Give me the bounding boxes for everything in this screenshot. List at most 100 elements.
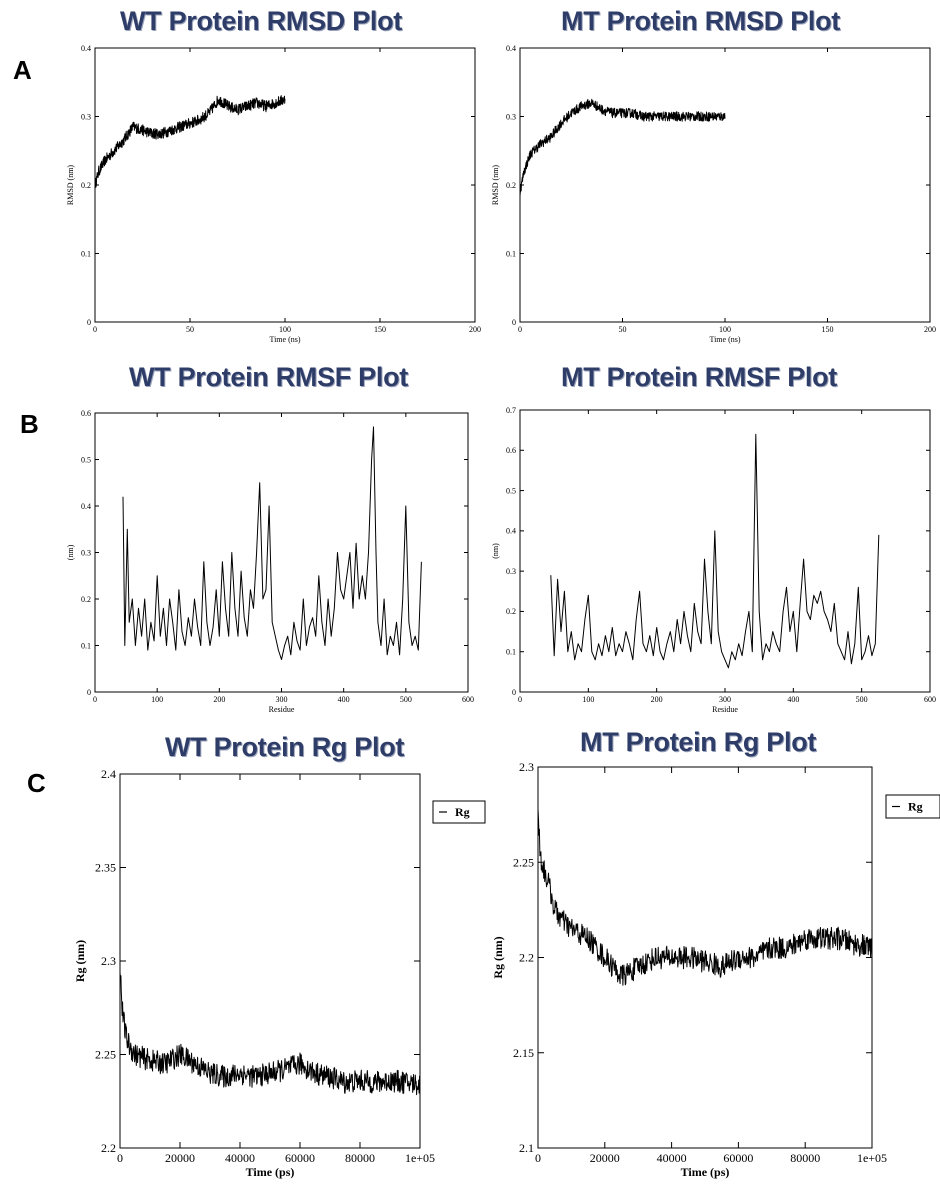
x-tick-label: 600 [924,695,936,704]
x-tick-label: 500 [856,695,868,704]
x-tick-label: 100 [719,325,731,334]
series-line [122,426,422,660]
x-axis-label: Time (ns) [709,335,740,344]
x-tick-label: 0 [93,325,97,334]
x-tick-label: 600 [462,695,474,704]
x-tick-label: 150 [822,325,834,334]
chart-title-wt-rmsd: WT Protein RMSD Plot [120,6,402,36]
panel-label-c: C [27,768,46,798]
y-tick-label: 0.5 [506,486,516,495]
y-tick-label: 2.15 [513,1046,534,1060]
series-line [537,809,873,986]
legend-box [885,794,940,819]
y-tick-label: 0.3 [81,548,91,557]
x-tick-label: 100 [582,695,594,704]
x-tick-label: 0 [518,325,522,334]
chart-title-mt-rmsd: MT Protein RMSD Plot [561,6,840,36]
series-line [94,95,286,190]
series-line [119,971,421,1096]
x-tick-label: 80000 [790,1151,820,1165]
chart-title-wt-rg: WT Protein Rg Plot [165,732,405,762]
y-tick-label: 0.2 [506,181,516,190]
y-tick-label: 2.35 [95,861,116,875]
y-tick-label: 0.7 [506,406,516,415]
y-tick-label: 0 [87,318,91,327]
x-tick-label: 100 [279,325,291,334]
x-tick-label: 20000 [165,1151,195,1165]
x-axis-label: Time (ns) [269,335,300,344]
legend-box [432,800,486,824]
x-tick-label: 300 [276,695,288,704]
x-tick-label: 50 [619,325,627,334]
series-line [519,98,726,197]
x-tick-label: 200 [924,325,936,334]
chart-title-mt-rmsf: MT Protein RMSF Plot [561,362,837,392]
x-tick-label: 50 [186,325,194,334]
legend-label: Rg [455,805,470,819]
y-axis-label: RMSD (nm) [491,165,500,206]
y-tick-label: 0.2 [506,607,516,616]
x-axis-label: Time (ps) [246,1165,295,1179]
x-tick-label: 1e+05 [405,1151,435,1165]
y-tick-label: 0.1 [506,249,516,258]
y-tick-label: 2.3 [519,760,534,774]
x-tick-label: 0 [93,695,97,704]
y-tick-label: 2.25 [95,1048,116,1062]
x-tick-label: 20000 [590,1151,620,1165]
x-axis-label: Residue [269,705,295,714]
y-tick-label: 0.4 [81,502,91,511]
y-tick-label: 0.1 [506,648,516,657]
y-tick-label: 0.1 [81,249,91,258]
y-tick-label: 0.6 [81,409,91,418]
y-tick-label: 0 [87,688,91,697]
x-tick-label: 80000 [345,1151,375,1165]
y-axis-label: Rg (nm) [491,936,505,978]
x-tick-label: 40000 [657,1151,687,1165]
x-tick-label: 100 [151,695,163,704]
y-tick-label: 2.2 [519,951,534,965]
y-tick-label: 0 [512,688,516,697]
x-tick-label: 400 [338,695,350,704]
y-tick-label: 0.4 [506,44,516,53]
x-tick-label: 60000 [723,1151,753,1165]
x-tick-label: 300 [719,695,731,704]
x-tick-label: 200 [651,695,663,704]
y-axis-label: (nm) [66,544,75,560]
x-tick-label: 60000 [285,1151,315,1165]
y-tick-label: 2.25 [513,855,534,869]
x-axis-label: Residue [712,705,738,714]
panel-label-a: A [13,55,32,85]
y-tick-label: 0.5 [81,455,91,464]
y-tick-label: 2.1 [519,1141,534,1155]
x-axis-label: Time (ps) [681,1165,730,1179]
x-tick-label: 1e+05 [857,1151,887,1165]
y-axis-label: (nm) [491,543,500,559]
y-tick-label: 0.1 [81,641,91,650]
chart-title-wt-rmsf: WT Protein RMSF Plot [129,362,408,392]
legend-label: Rg [908,800,923,814]
y-tick-label: 0.4 [506,527,516,536]
x-tick-label: 200 [213,695,225,704]
y-tick-label: 0.6 [506,446,516,455]
x-tick-label: 500 [400,695,412,704]
x-tick-label: 40000 [225,1151,255,1165]
x-tick-label: 0 [535,1151,541,1165]
y-tick-label: 2.4 [101,767,116,781]
x-tick-label: 0 [117,1151,123,1165]
x-tick-label: 150 [374,325,386,334]
chart-title-mt-rg: MT Protein Rg Plot [580,727,817,757]
y-tick-label: 0 [512,318,516,327]
y-tick-label: 0.3 [506,112,516,121]
y-tick-label: 0.2 [81,595,91,604]
panel-label-b: B [20,409,39,439]
y-tick-label: 0.3 [81,112,91,121]
y-axis-label: RMSD (nm) [66,165,75,206]
y-tick-label: 0.2 [81,181,91,190]
x-tick-label: 0 [518,695,522,704]
x-tick-label: 200 [469,325,481,334]
